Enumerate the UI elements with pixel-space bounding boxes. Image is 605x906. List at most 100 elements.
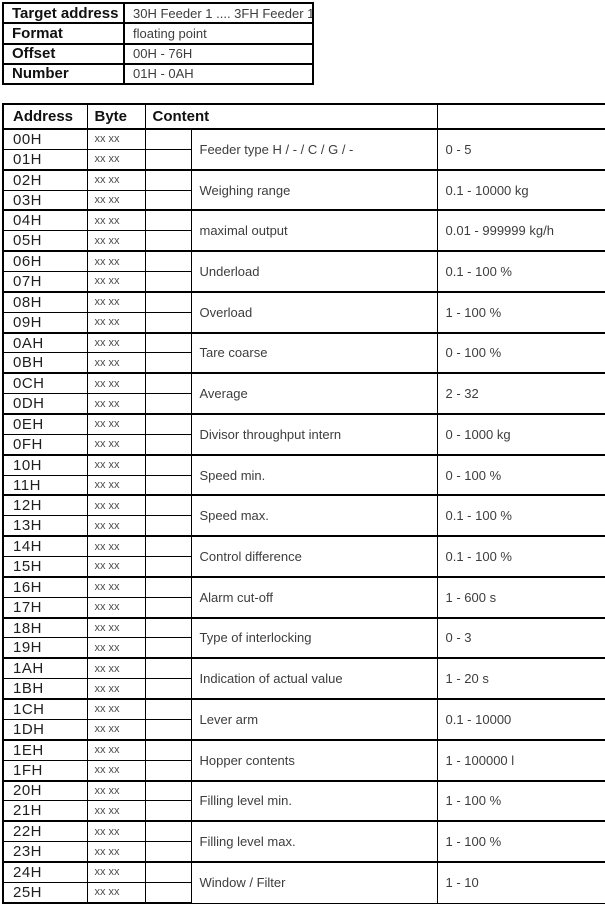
address-cell: 00H xyxy=(2,127,88,150)
range-cell: 1 - 100 % xyxy=(436,779,605,822)
address-cell: 0FH xyxy=(2,433,88,456)
content-cell: Feeder type H / - / C / G / - xyxy=(190,128,438,171)
range-cell: 1 - 100 % xyxy=(436,820,605,863)
spacer-cell xyxy=(144,698,192,720)
register-row: 19H xx xx xyxy=(2,637,605,659)
range-cell: 0 - 5 xyxy=(436,128,605,171)
spacer-cell xyxy=(144,230,191,252)
address-cell: 1FH xyxy=(2,759,88,782)
meta-value: 30H Feeder 1 .... 3FH Feeder 16 xyxy=(123,1,314,25)
address-cell: 07H xyxy=(2,271,88,293)
address-column-header: Address xyxy=(2,103,88,130)
spacer-cell xyxy=(144,515,191,537)
content-cell: Hopper contents xyxy=(190,738,438,781)
address-cell: 0EH xyxy=(2,413,88,435)
address-cell: 11H xyxy=(2,474,88,496)
address-cell: 10H xyxy=(2,453,88,476)
address-cell: 1BH xyxy=(2,678,88,700)
spacer-cell xyxy=(144,575,192,598)
spacer-cell xyxy=(144,393,191,415)
content-cell: Control difference xyxy=(190,535,438,578)
address-cell: 17H xyxy=(2,596,88,619)
spacer-cell xyxy=(144,637,191,659)
byte-cell: xx xx xyxy=(86,271,146,293)
content-cell: Window / Filter xyxy=(190,860,438,904)
content-cell: Type of interlocking xyxy=(190,616,438,659)
range-cell: 2 - 32 xyxy=(436,372,605,415)
spacer-cell xyxy=(144,250,192,273)
range-cell: 0.1 - 10000 xyxy=(436,698,605,741)
byte-cell: xx xx xyxy=(86,841,146,863)
register-row: 05H xx xx xyxy=(2,230,605,252)
register-row: 22H xx xx Filling level max. 1 - 100 % xyxy=(2,820,605,863)
content-cell: Speed min. xyxy=(190,453,438,496)
register-table-body: 00H xx xx Feeder type H / - / C / G / - … xyxy=(2,127,605,904)
meta-label: Format xyxy=(2,22,125,45)
register-row: 1CH xx xx Lever arm 0.1 - 10000 xyxy=(2,698,605,741)
byte-cell: xx xx xyxy=(86,433,146,456)
meta-label: Target address xyxy=(2,1,125,25)
byte-cell: xx xx xyxy=(86,311,146,334)
content-cell: Indication of actual value xyxy=(190,657,438,700)
content-column-header: Content xyxy=(144,103,438,130)
address-cell: 1AH xyxy=(2,657,88,680)
byte-cell: xx xx xyxy=(86,698,146,720)
address-cell: 01H xyxy=(2,148,88,171)
byte-cell: xx xx xyxy=(86,616,146,639)
address-cell: 06H xyxy=(2,250,88,273)
spacer-cell xyxy=(144,494,192,517)
address-cell: 09H xyxy=(2,311,88,334)
range-cell: 0.1 - 10000 kg xyxy=(436,168,605,211)
range-cell: 1 - 100 % xyxy=(436,290,605,334)
spacer-cell xyxy=(144,616,192,639)
content-cell: Tare coarse xyxy=(190,331,438,374)
content-cell: Average xyxy=(190,372,438,415)
byte-cell: xx xx xyxy=(86,250,146,273)
meta-row: Format floating point xyxy=(2,22,314,45)
register-row: 1EH xx xx Hopper contents 1 - 100000 l xyxy=(2,738,605,781)
spacer-cell xyxy=(144,168,192,191)
address-cell: 0BH xyxy=(2,352,88,374)
spacer-cell xyxy=(144,860,192,883)
content-cell: Lever arm xyxy=(190,698,438,741)
address-cell: 18H xyxy=(2,616,88,639)
spacer-cell xyxy=(144,127,192,150)
byte-cell: xx xx xyxy=(86,209,146,232)
spacer-cell xyxy=(144,556,191,578)
spacer-cell xyxy=(144,413,192,435)
register-row: 10H xx xx Speed min. 0 - 100 % xyxy=(2,453,605,496)
byte-cell: xx xx xyxy=(86,168,146,191)
address-cell: 12H xyxy=(2,494,88,517)
spacer-cell xyxy=(144,311,191,334)
byte-cell: xx xx xyxy=(86,127,146,150)
spacer-cell xyxy=(144,433,191,456)
meta-row: Number 01H - 0AH xyxy=(2,62,314,86)
spacer-cell xyxy=(144,657,192,680)
register-row: 04H xx xx maximal output 0.01 - 999999 k… xyxy=(2,209,605,252)
address-cell: 22H xyxy=(2,820,88,843)
address-cell: 24H xyxy=(2,860,88,883)
range-cell: 0 - 3 xyxy=(436,616,605,659)
address-cell: 04H xyxy=(2,209,88,232)
address-cell: 13H xyxy=(2,515,88,537)
address-cell: 1CH xyxy=(2,698,88,720)
byte-cell: xx xx xyxy=(86,881,146,904)
address-cell: 1DH xyxy=(2,718,88,741)
byte-cell: xx xx xyxy=(86,820,146,843)
range-cell: 1 - 20 s xyxy=(436,657,605,700)
byte-cell: xx xx xyxy=(86,352,146,374)
register-row: 0EH xx xx Divisor throughput intern 0 - … xyxy=(2,413,605,456)
content-cell: Filling level max. xyxy=(190,820,438,863)
content-cell: Weighing range xyxy=(190,168,438,211)
spacer-cell xyxy=(144,596,191,619)
address-cell: 03H xyxy=(2,189,88,211)
meta-table: Target address 30H Feeder 1 .... 3FH Fee… xyxy=(2,1,314,86)
address-cell: 05H xyxy=(2,230,88,252)
address-cell: 0CH xyxy=(2,372,88,395)
register-row: 06H xx xx Underload 0.1 - 100 % xyxy=(2,250,605,293)
spacer-cell xyxy=(144,209,192,232)
register-table-header: Address Byte Content xyxy=(2,103,605,130)
register-row: 0DH xx xx xyxy=(2,393,605,415)
register-row: 1AH xx xx Indication of actual value 1 -… xyxy=(2,657,605,700)
register-row: 07H xx xx xyxy=(2,271,605,293)
